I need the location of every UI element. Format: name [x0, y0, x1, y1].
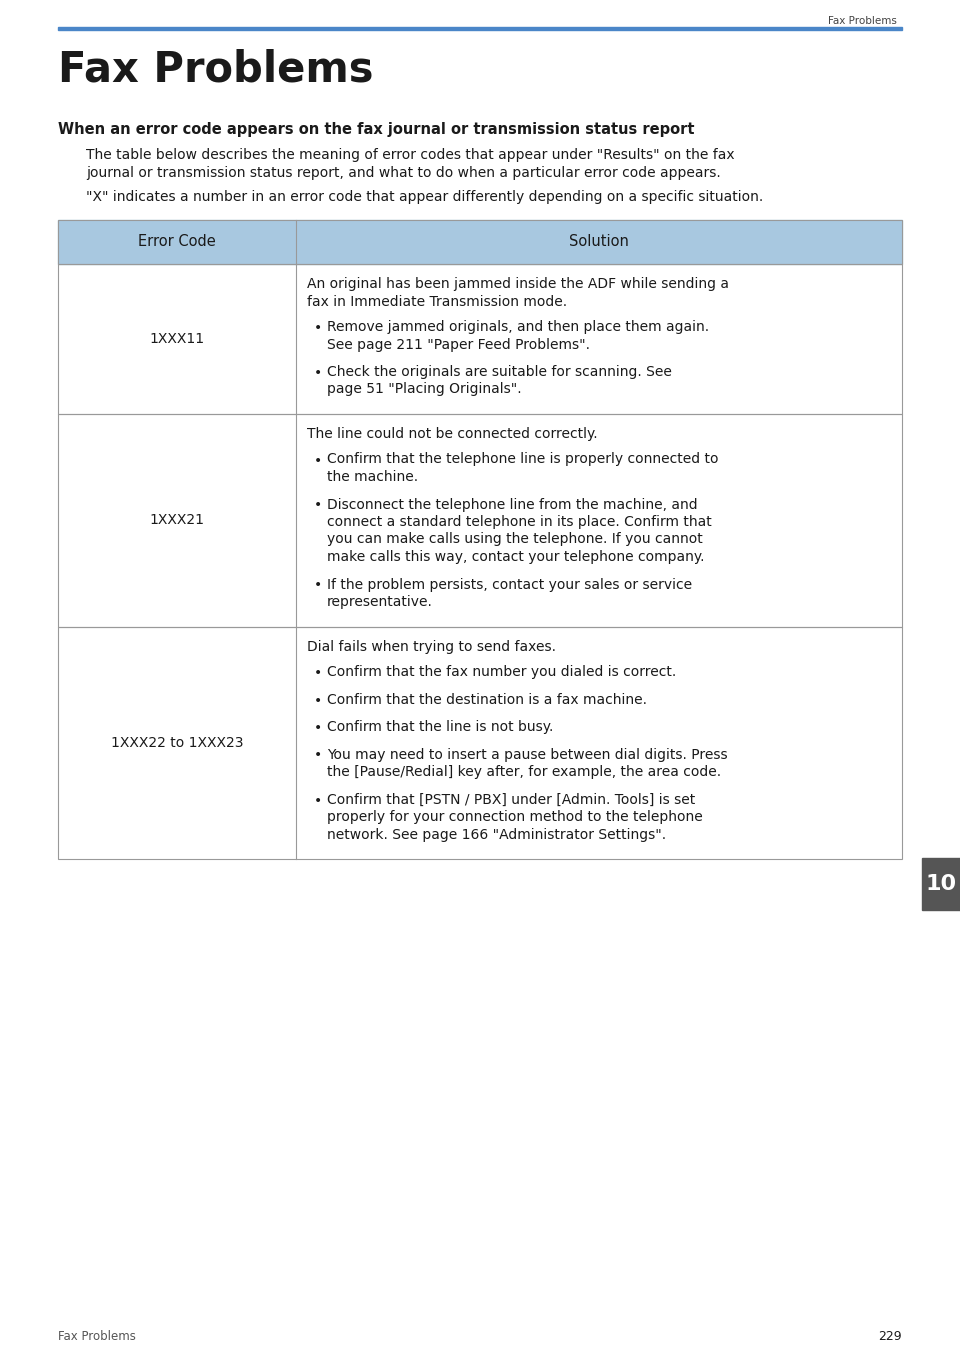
Text: •: • — [314, 578, 323, 593]
Text: Confirm that the telephone line is properly connected to: Confirm that the telephone line is prope… — [327, 453, 718, 466]
Text: •: • — [314, 499, 323, 513]
Text: fax in Immediate Transmission mode.: fax in Immediate Transmission mode. — [307, 295, 567, 309]
Text: 10: 10 — [925, 874, 956, 894]
Text: network. See page 166 "Administrator Settings".: network. See page 166 "Administrator Set… — [327, 827, 666, 842]
Text: Disconnect the telephone line from the machine, and: Disconnect the telephone line from the m… — [327, 498, 698, 511]
Bar — [58, 264, 902, 413]
Text: Fax Problems: Fax Problems — [828, 16, 897, 26]
Text: the machine.: the machine. — [327, 471, 419, 484]
Text: •: • — [314, 366, 323, 379]
Text: Confirm that [PSTN / PBX] under [Admin. Tools] is set: Confirm that [PSTN / PBX] under [Admin. … — [327, 793, 695, 806]
Text: 1XXX11: 1XXX11 — [150, 332, 204, 345]
Text: make calls this way, contact your telephone company.: make calls this way, contact your teleph… — [327, 549, 705, 564]
Bar — [58, 413, 902, 627]
Text: See page 211 "Paper Feed Problems".: See page 211 "Paper Feed Problems". — [327, 337, 590, 351]
Bar — [58, 413, 902, 627]
Text: Dial fails when trying to send faxes.: Dial fails when trying to send faxes. — [307, 639, 556, 654]
Text: •: • — [314, 666, 323, 680]
Text: •: • — [314, 748, 323, 763]
Text: Confirm that the fax number you dialed is correct.: Confirm that the fax number you dialed i… — [327, 665, 676, 679]
Text: Error Code: Error Code — [138, 234, 216, 249]
Text: You may need to insert a pause between dial digits. Press: You may need to insert a pause between d… — [327, 748, 728, 762]
Text: Check the originals are suitable for scanning. See: Check the originals are suitable for sca… — [327, 364, 672, 379]
Text: the [Pause/Redial] key after, for example, the area code.: the [Pause/Redial] key after, for exampl… — [327, 764, 721, 779]
Text: Fax Problems: Fax Problems — [58, 48, 373, 90]
Text: Fax Problems: Fax Problems — [58, 1330, 136, 1344]
Text: 1XXX22 to 1XXX23: 1XXX22 to 1XXX23 — [110, 736, 243, 749]
Text: Remove jammed originals, and then place them again.: Remove jammed originals, and then place … — [327, 320, 709, 335]
Text: An original has been jammed inside the ADF while sending a: An original has been jammed inside the A… — [307, 277, 729, 291]
Text: journal or transmission status report, and what to do when a particular error co: journal or transmission status report, a… — [86, 166, 721, 180]
Bar — [922, 858, 960, 910]
Text: "X" indicates a number in an error code that appear differently depending on a s: "X" indicates a number in an error code … — [86, 190, 763, 204]
Text: If the problem persists, contact your sales or service: If the problem persists, contact your sa… — [327, 578, 692, 592]
Bar — [58, 627, 902, 860]
Text: The line could not be connected correctly.: The line could not be connected correctl… — [307, 427, 598, 441]
Text: •: • — [314, 694, 323, 707]
Text: Confirm that the destination is a fax machine.: Confirm that the destination is a fax ma… — [327, 692, 647, 706]
Bar — [58, 220, 902, 264]
Text: •: • — [314, 321, 323, 335]
Text: •: • — [314, 453, 323, 468]
Text: properly for your connection method to the telephone: properly for your connection method to t… — [327, 811, 703, 824]
Text: 229: 229 — [878, 1330, 902, 1344]
Text: Solution: Solution — [569, 234, 629, 249]
Text: you can make calls using the telephone. If you cannot: you can make calls using the telephone. … — [327, 533, 703, 547]
Text: •: • — [314, 793, 323, 808]
Text: connect a standard telephone in its place. Confirm that: connect a standard telephone in its plac… — [327, 515, 711, 529]
Text: When an error code appears on the fax journal or transmission status report: When an error code appears on the fax jo… — [58, 122, 694, 137]
Bar — [58, 27, 902, 30]
Bar — [58, 220, 902, 264]
Text: The table below describes the meaning of error codes that appear under "Results": The table below describes the meaning of… — [86, 148, 734, 162]
Text: •: • — [314, 721, 323, 734]
Text: representative.: representative. — [327, 596, 433, 609]
Text: 1XXX21: 1XXX21 — [150, 513, 204, 528]
Bar — [58, 264, 902, 413]
Text: page 51 "Placing Originals".: page 51 "Placing Originals". — [327, 382, 521, 397]
Bar — [58, 627, 902, 860]
Text: Confirm that the line is not busy.: Confirm that the line is not busy. — [327, 719, 553, 734]
